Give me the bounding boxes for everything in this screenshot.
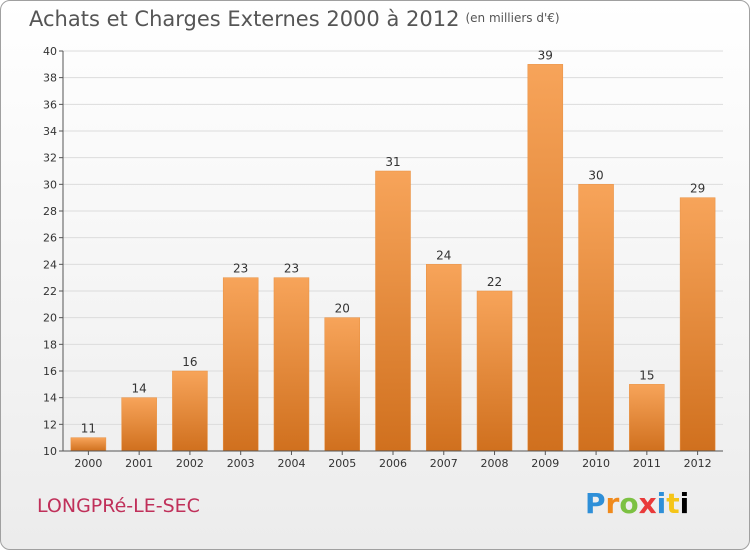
bar [172, 370, 208, 452]
bars: 11 14 16 23 23 20 31 24 22 39 30 15 29 [70, 48, 716, 452]
x-tick-label: 2011 [633, 457, 661, 470]
x-tick-label: 2007 [430, 457, 458, 470]
y-tick-label: 38 [43, 72, 57, 85]
x-tick-label: 2009 [531, 457, 559, 470]
logo-letter: x [638, 487, 657, 520]
bar [70, 437, 107, 452]
data-label: 20 [335, 302, 350, 316]
data-label: 16 [182, 355, 197, 369]
data-label: 30 [588, 168, 603, 182]
y-tick-label: 36 [43, 98, 57, 111]
x-tick-label: 2003 [227, 457, 255, 470]
y-tick-label: 26 [43, 232, 57, 245]
bar [426, 264, 462, 452]
x-tick-label: 2004 [277, 457, 305, 470]
y-tick-label: 28 [43, 205, 57, 218]
data-label: 14 [132, 382, 147, 396]
x-tick-label: 2012 [684, 457, 712, 470]
logo-letter: P [585, 487, 606, 520]
y-tick-label: 16 [43, 365, 57, 378]
data-label: 31 [385, 155, 400, 169]
y-tick-label: 24 [43, 258, 57, 271]
y-tick-label: 34 [43, 125, 57, 138]
y-tick-label: 10 [43, 445, 57, 458]
data-label: 15 [639, 368, 654, 382]
x-tick-label: 2008 [481, 457, 509, 470]
bar [273, 277, 310, 452]
x-tick-label: 2001 [125, 457, 153, 470]
data-label: 11 [81, 422, 96, 436]
y-tick-label: 12 [43, 418, 57, 431]
bar [578, 184, 614, 452]
y-tick-label: 22 [43, 285, 57, 298]
data-label: 23 [284, 262, 299, 276]
data-label: 22 [487, 275, 502, 289]
bar [679, 197, 716, 452]
data-label: 24 [436, 248, 451, 262]
y-tick-label: 32 [43, 152, 57, 165]
bar [121, 397, 157, 452]
data-label: 29 [690, 182, 705, 196]
x-tick-label: 2002 [176, 457, 204, 470]
bar [527, 64, 564, 452]
bar [629, 384, 665, 452]
bar [476, 290, 513, 452]
x-tick-label: 2006 [379, 457, 407, 470]
y-tick-label: 30 [43, 178, 57, 191]
city-name: LONGPRé-LE-SEC [37, 495, 200, 517]
axes: 10 12 14 16 18 20 22 24 26 28 30 32 34 36 38 40 2000 2001… [43, 45, 723, 470]
bar [222, 277, 259, 452]
logo-letter: i [656, 487, 667, 520]
data-label: 23 [233, 262, 248, 276]
y-tick-label: 14 [43, 392, 57, 405]
chart-title-text: Achats et Charges Externes 2000 à 2012 [29, 7, 460, 31]
chart-subtitle: (en milliers d'€) [465, 11, 560, 25]
bar [375, 170, 411, 452]
x-tick-label: 2005 [328, 457, 356, 470]
y-tick-label: 18 [43, 338, 57, 351]
x-tick-label: 2000 [74, 457, 102, 470]
logo-letter: i [679, 487, 690, 520]
logo-letter: t [666, 487, 680, 520]
bar [324, 317, 360, 452]
data-label: 39 [538, 48, 553, 62]
logo-letter: r [605, 487, 620, 520]
proxiti-logo: Proxiti [585, 487, 689, 520]
y-tick-label: 20 [43, 312, 57, 325]
chart-title: Achats et Charges Externes 2000 à 2012 (e… [29, 7, 560, 31]
y-tick-label: 40 [43, 45, 57, 58]
x-tick-label: 2010 [582, 457, 610, 470]
logo-letter: o [619, 487, 639, 520]
